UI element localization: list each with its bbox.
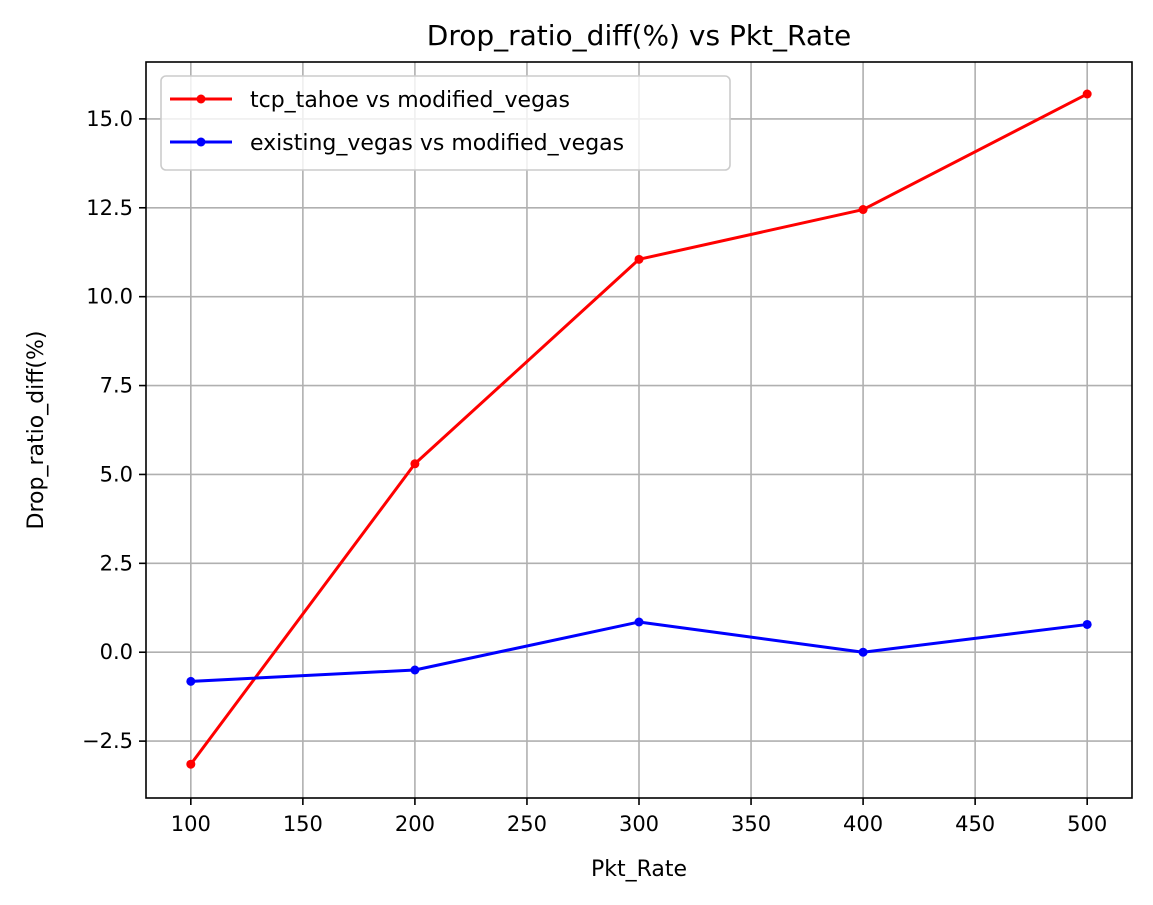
x-tick-label: 150	[283, 812, 323, 836]
legend: tcp_tahoe vs modified_vegas existing_veg…	[160, 75, 731, 171]
legend-label-existing-vegas: existing_vegas vs modified_vegas	[250, 131, 624, 156]
series-group	[186, 89, 1092, 769]
chart-title: Drop_ratio_diff(%) vs Pkt_Rate	[427, 19, 851, 52]
y-tick-label: 2.5	[100, 551, 133, 575]
data-point	[410, 665, 420, 675]
y-tick-label: 5.0	[100, 462, 133, 486]
ticks: 100 150 200 250 300 350 400 450 500 −2.5 0.0 2.5 5.0…	[82, 107, 1107, 836]
y-tick-label: 12.5	[86, 196, 133, 220]
data-point	[858, 647, 868, 657]
legend-marker-existing-vegas	[196, 137, 206, 147]
x-tick-label: 500	[1067, 812, 1107, 836]
y-tick-label: 10.0	[86, 285, 133, 309]
legend-marker-tcp-tahoe	[196, 94, 206, 104]
data-point	[410, 459, 420, 469]
x-tick-label: 300	[619, 812, 659, 836]
y-tick-label: −2.5	[82, 729, 133, 753]
legend-label-tcp-tahoe: tcp_tahoe vs modified_vegas	[250, 88, 570, 113]
x-tick-label: 200	[395, 812, 435, 836]
x-tick-label: 350	[731, 812, 771, 836]
legend-box	[160, 75, 731, 171]
plot-frame	[145, 61, 1133, 799]
x-tick-label: 250	[507, 812, 547, 836]
data-point	[634, 254, 644, 264]
data-point	[858, 205, 868, 215]
x-tick-label: 100	[171, 812, 211, 836]
y-tick-label: 15.0	[86, 107, 133, 131]
grid	[146, 62, 1132, 798]
y-tick-label: 0.0	[100, 640, 133, 664]
data-point	[1082, 89, 1092, 99]
x-tick-label: 450	[955, 812, 995, 836]
x-axis-label: Pkt_Rate	[591, 857, 687, 882]
data-point	[1082, 619, 1092, 629]
data-point	[634, 617, 644, 627]
x-tick-label: 400	[843, 812, 883, 836]
data-point	[186, 676, 196, 686]
y-axis-label: Drop_ratio_diff(%)	[24, 331, 49, 530]
y-tick-label: 7.5	[100, 374, 133, 398]
data-point	[186, 759, 196, 769]
